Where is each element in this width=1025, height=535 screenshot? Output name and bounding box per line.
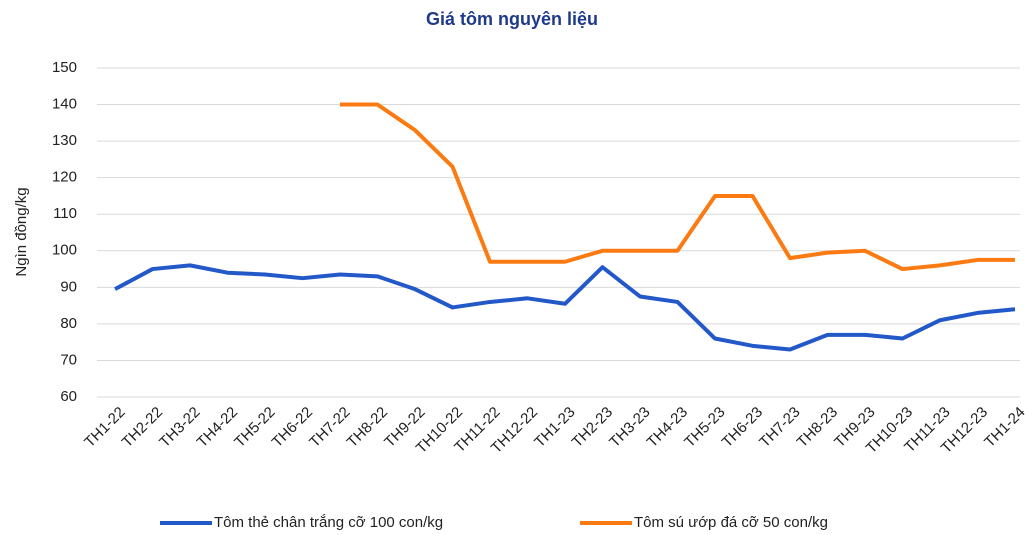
x-tick-label: TH4-23 — [644, 404, 691, 451]
y-tick-label: 120 — [52, 169, 77, 186]
x-tick-label: TH7-23 — [756, 404, 803, 451]
x-tick-label: TH3-23 — [606, 404, 653, 451]
x-tick-label: TH8-22 — [344, 404, 391, 451]
legend-label: Tôm thẻ chân trắng cỡ 100 con/kg — [214, 514, 443, 531]
x-tick-label: TH1-22 — [81, 404, 128, 451]
x-tick-label: TH6-22 — [269, 404, 316, 451]
y-axis-label: Ngìn đồng/kg — [13, 187, 30, 276]
y-tick-label: 150 — [52, 59, 77, 76]
x-tick-label: TH6-23 — [719, 404, 766, 451]
y-tick-label: 130 — [52, 132, 77, 149]
y-tick-label: 110 — [53, 205, 77, 222]
chart-title: Giá tôm nguyên liệu — [426, 9, 598, 29]
x-tick-label: TH8-23 — [794, 404, 841, 451]
y-tick-label: 70 — [60, 351, 77, 368]
x-tick-label: TH5-22 — [231, 404, 278, 451]
line-series — [114, 263, 1016, 352]
x-tick-label: TH2-22 — [119, 404, 166, 451]
y-tick-label: 80 — [60, 315, 77, 332]
line-series — [340, 102, 1015, 272]
y-tick-label: 60 — [60, 388, 77, 405]
y-tick-label: 90 — [60, 278, 77, 295]
x-tick-label: TH1-24 — [981, 404, 1025, 451]
x-tick-label: TH5-23 — [681, 404, 728, 451]
x-tick-label: TH3-22 — [156, 404, 203, 451]
x-tick-label: TH7-22 — [306, 404, 353, 451]
legend-label: Tôm sú ướp đá cỡ 50 con/kg — [634, 514, 828, 531]
x-tick-label: TH1-23 — [531, 404, 578, 451]
x-tick-label: TH4-22 — [194, 404, 241, 451]
y-tick-label: 140 — [52, 96, 77, 113]
y-tick-label: 100 — [52, 242, 77, 259]
x-tick-label: TH2-23 — [569, 404, 616, 451]
